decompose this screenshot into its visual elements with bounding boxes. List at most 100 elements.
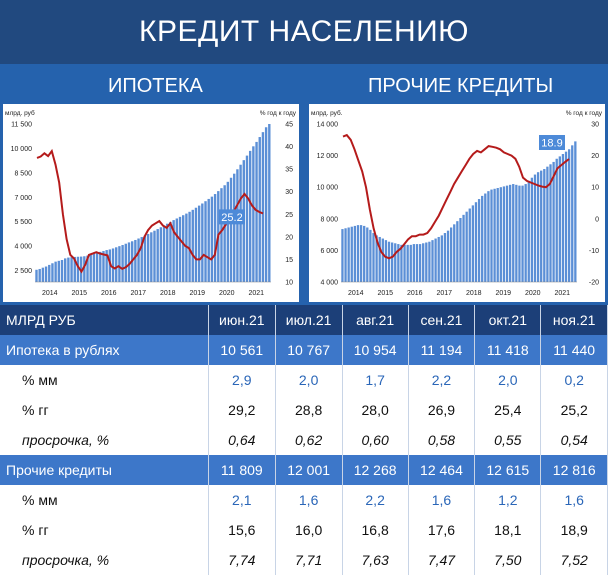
table-cell: 10 561 — [208, 335, 276, 365]
table-row: % мм 2,9 2,0 1,7 2,2 2,0 0,2 — [0, 365, 608, 395]
table-cell: 18,1 — [474, 515, 542, 545]
bar — [564, 151, 568, 282]
bar — [178, 216, 182, 282]
y-tick-label-left: 4 000 — [320, 280, 338, 287]
bar — [530, 177, 534, 282]
bar — [172, 220, 175, 282]
x-tick-label: 2021 — [554, 290, 570, 297]
bar — [508, 184, 512, 282]
bar — [493, 188, 496, 282]
bar — [375, 235, 378, 282]
bar — [543, 169, 546, 282]
bar — [428, 241, 431, 282]
bar — [341, 229, 344, 282]
bar — [73, 256, 76, 282]
bar — [156, 229, 159, 282]
bar — [536, 172, 540, 282]
y-tick-label-right: 45 — [285, 122, 293, 129]
bar — [268, 124, 271, 282]
bar — [549, 164, 552, 282]
y-tick-label-left: 11 500 — [11, 122, 32, 129]
bar — [555, 158, 558, 282]
header-cell: авг.21 — [342, 305, 409, 335]
bar — [527, 180, 530, 282]
y-axis-right-label: % год к году — [566, 110, 603, 117]
y-tick-label-right: -10 — [589, 248, 599, 255]
table-cell: 25,4 — [474, 395, 542, 425]
table-cell: 12 001 — [275, 455, 343, 485]
table-row: % гг 29,2 28,8 28,0 26,9 25,4 25,2 — [0, 395, 608, 425]
bar — [356, 225, 360, 282]
bar — [76, 256, 80, 282]
table-header-row: МЛРД РУБ июн.21 июл.21 авг.21 сен.21 окт… — [0, 305, 608, 335]
bar — [79, 256, 83, 282]
bar — [264, 127, 268, 282]
chart-subtitles: ИПОТЕКА ПРОЧИЕ КРЕДИТЫ — [0, 64, 608, 108]
row-label: % мм — [0, 485, 209, 515]
bar — [252, 146, 255, 282]
x-tick-label: 2015 — [377, 290, 393, 297]
bar — [121, 245, 124, 282]
bar — [347, 227, 350, 282]
bar — [344, 228, 347, 282]
bar — [118, 246, 121, 282]
bar — [363, 225, 366, 282]
bar — [431, 240, 434, 282]
bar — [574, 141, 577, 282]
x-tick-label: 2019 — [189, 290, 205, 297]
y-tick-label-left: 7 000 — [14, 195, 32, 202]
table-cell: 25,2 — [540, 395, 608, 425]
bar — [38, 268, 41, 282]
bar — [159, 227, 163, 282]
table-cell: 12 268 — [342, 455, 409, 485]
mortgage-chart: млрд. руб % год к году 11 500 10 000 8 500 7 … — [5, 109, 297, 297]
bar — [70, 257, 73, 282]
header-cell: июн.21 — [208, 305, 276, 335]
bar — [422, 243, 425, 282]
table-cell: 26,9 — [408, 395, 476, 425]
bar — [162, 225, 166, 282]
table-cell: 1,6 — [540, 485, 608, 515]
y-tick-label-right: 25 — [285, 212, 293, 219]
bar — [558, 156, 561, 282]
bar — [213, 194, 217, 282]
x-tick-label: 2014 — [348, 290, 364, 297]
bar — [425, 242, 428, 282]
bar — [188, 211, 191, 282]
table-cell: 2,2 — [408, 365, 476, 395]
bar — [185, 213, 188, 282]
bar — [468, 208, 471, 282]
bar — [502, 186, 506, 282]
y-tick-label-left: 8 000 — [320, 216, 338, 223]
bar — [89, 254, 92, 282]
bar — [137, 238, 140, 282]
bar — [191, 209, 194, 282]
bar — [490, 189, 493, 282]
annotation-label: 25.2 — [221, 212, 242, 224]
bar — [108, 249, 112, 282]
bar — [443, 233, 447, 282]
bar — [64, 258, 67, 282]
y-tick-label-left: 10 000 — [11, 146, 33, 153]
bar — [350, 226, 353, 282]
bar — [115, 247, 118, 282]
bar — [140, 237, 143, 282]
bar — [406, 244, 409, 282]
bar — [41, 267, 45, 282]
table-cell: 16,8 — [342, 515, 409, 545]
y-axis-left-label: млрд. руб. — [311, 109, 343, 117]
table-cell: 1,6 — [408, 485, 476, 515]
bar — [449, 227, 453, 282]
bar — [561, 154, 565, 282]
x-tick-label: 2016 — [101, 290, 117, 297]
table-cell: 16,0 — [275, 515, 343, 545]
x-tick-label: 2020 — [219, 290, 235, 297]
header-cell: ноя.21 — [540, 305, 608, 335]
bar — [236, 169, 239, 282]
table-cell: 0,54 — [540, 425, 608, 455]
table-cell: 29,2 — [208, 395, 276, 425]
bar — [44, 266, 48, 282]
table-cell: 11 809 — [208, 455, 276, 485]
bar — [456, 221, 459, 282]
bar — [552, 161, 555, 282]
